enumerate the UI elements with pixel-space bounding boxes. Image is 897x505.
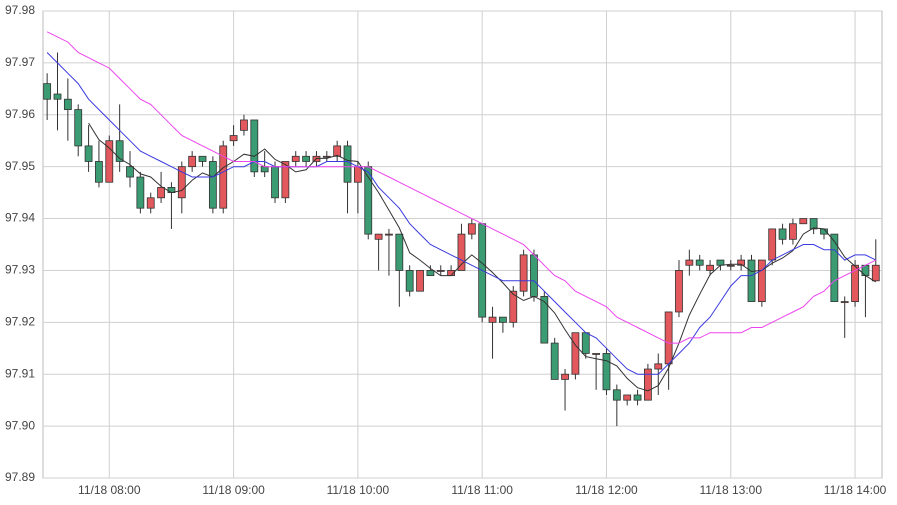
y-tick-label: 97.92 (5, 315, 35, 329)
candle-body (43, 83, 52, 100)
candle-body (105, 140, 114, 183)
candle-body (157, 187, 165, 199)
y-tick-label: 97.97 (5, 55, 35, 69)
candle-body (146, 197, 155, 209)
moving-average-line (46, 31, 877, 344)
candle-body (136, 176, 145, 209)
candle-body (830, 233, 839, 302)
candle-body (291, 155, 300, 162)
candle-body (840, 301, 849, 303)
candle-body (343, 145, 352, 183)
candle-body (530, 254, 538, 297)
candle-body (467, 223, 476, 235)
y-tick-label: 97.91 (5, 366, 35, 380)
candle-body (240, 119, 248, 131)
x-tick-label: 11/18 11:00 (451, 483, 513, 497)
candle-body (737, 259, 746, 266)
y-tick-label: 97.96 (5, 107, 35, 121)
candle-body (208, 161, 217, 209)
candle-body (53, 93, 62, 100)
candle-body (488, 316, 497, 323)
candle-body (716, 259, 725, 266)
candle-body (84, 145, 93, 162)
candle-body (229, 135, 238, 142)
candle-body (115, 140, 124, 162)
candle-body (695, 259, 704, 266)
candle-body (592, 353, 601, 355)
candle-body (612, 389, 621, 401)
candle-body (457, 233, 466, 271)
y-tick-label: 97.90 (5, 418, 35, 432)
moving-average-line (88, 122, 877, 392)
candle-body (281, 161, 290, 199)
y-tick-label: 97.94 (5, 211, 35, 225)
candle-body (871, 264, 880, 282)
candle-body (250, 119, 259, 173)
candle-body (654, 363, 663, 370)
candle-body (74, 109, 83, 147)
candle-body (260, 166, 269, 173)
candle-body (581, 332, 590, 354)
candle-body (799, 218, 808, 225)
moving-average-line (46, 52, 877, 375)
candle-body (571, 332, 580, 375)
candle-body (768, 228, 777, 261)
x-tick-label: 11/18 12:00 (575, 483, 638, 497)
candle-body (540, 295, 549, 344)
candle-body (633, 394, 642, 401)
candle-body (498, 316, 507, 323)
candle-body (385, 233, 393, 236)
candle-body (644, 368, 652, 401)
x-tick-label: 11/18 14:00 (824, 483, 887, 497)
y-tick-label: 97.89 (5, 470, 35, 484)
candle-body (353, 166, 362, 183)
candle-body (405, 270, 414, 292)
candle-body (219, 145, 228, 209)
candle-body (851, 264, 859, 302)
candle-body (374, 233, 383, 240)
candle-body (177, 166, 186, 199)
candle-body (198, 155, 207, 162)
candle-body (685, 259, 694, 266)
candle-body (602, 353, 611, 391)
candle-body (302, 155, 310, 162)
x-tick-label: 11/18 08:00 (78, 483, 141, 497)
candle-body (623, 394, 632, 401)
candle-body (561, 373, 569, 380)
candle-body (395, 233, 404, 271)
y-tick-label: 97.98 (5, 3, 35, 17)
x-tick-label: 11/18 09:00 (202, 483, 265, 497)
y-tick-label: 97.93 (5, 263, 35, 277)
candle-body (436, 270, 445, 272)
candle-body (747, 259, 756, 302)
candle-body (322, 155, 331, 158)
candle-body (509, 290, 518, 323)
candle-body (809, 218, 818, 230)
candle-body (675, 270, 683, 313)
candle-body (416, 270, 424, 292)
candle-body (63, 98, 72, 110)
candle-body (126, 166, 134, 178)
y-tick-label: 97.95 (5, 159, 35, 173)
candle-body (95, 161, 103, 183)
candle-body (550, 342, 559, 380)
candle-body (757, 259, 766, 302)
x-tick-label: 11/18 10:00 (327, 483, 390, 497)
candle-body (706, 264, 714, 271)
candle-body (726, 264, 735, 267)
candle-body (789, 223, 797, 240)
candle-body (664, 311, 673, 365)
candle-body (333, 145, 342, 157)
candle-body (778, 228, 787, 240)
candle-body (519, 254, 528, 292)
x-tick-label: 11/18 13:00 (700, 483, 763, 497)
candle-body (271, 166, 279, 199)
candle-body (188, 155, 197, 168)
candle-body (426, 270, 435, 277)
